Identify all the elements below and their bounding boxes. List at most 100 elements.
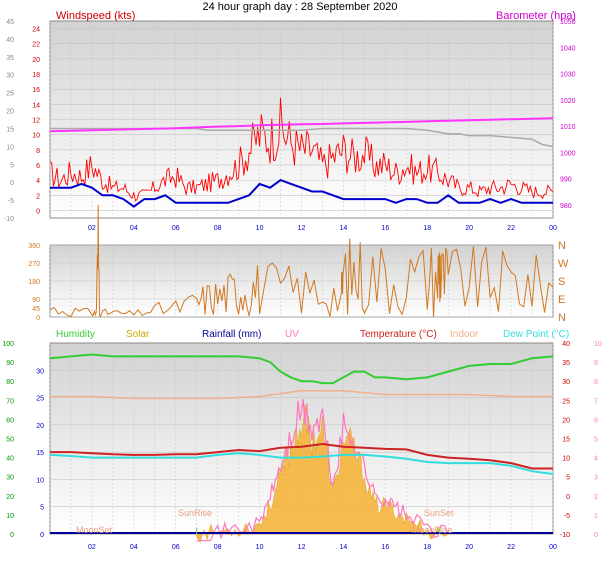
time-tick-label: 06 [172, 544, 180, 551]
time-tick-label: 00 [549, 544, 557, 551]
legend-entry: Rainfall (mm) [202, 329, 261, 340]
humidity-tick-label: 80 [6, 379, 14, 386]
time-tick-label: 14 [340, 544, 348, 551]
gray-left-ticks: -10 -5 0 5 10 15 20 25 30 35 40 45 [4, 19, 14, 223]
direction-tick-label: 0 [36, 315, 40, 322]
legend-entry: Humidity [56, 329, 95, 340]
time-tick-label: 10 [256, 544, 264, 551]
right-temperature-tick-label: 10 [562, 456, 570, 463]
barometer-tick-label: 980 [560, 203, 572, 210]
humidity-tick-label: 10 [6, 513, 14, 520]
uv-ticks: 0 1 2 3 4 5 6 7 8 9 10 [594, 341, 602, 539]
compass-label: W [558, 258, 569, 270]
windspeed-tick-label: 20 [32, 57, 40, 64]
compass-label: N [558, 312, 566, 324]
legend-entry: Solar [126, 329, 150, 340]
uv-tick-label: 4 [594, 456, 598, 463]
right-temperature-tick-label: 40 [562, 341, 570, 348]
gray-left-tick-label: 25 [6, 91, 14, 98]
gray-left-tick-label: 0 [10, 180, 14, 187]
dewpoint-line [49, 452, 554, 475]
right-temperature-tick-label: -5 [564, 513, 570, 520]
gray-left-tick-label: 10 [6, 144, 14, 151]
humidity-tick-label: 0 [10, 532, 14, 539]
humidity-tick-label: 70 [6, 398, 14, 405]
temperature-tick-label: 25 [36, 396, 44, 403]
uv-tick-label: 1 [594, 513, 598, 520]
gray-left-tick-label: 20 [6, 109, 14, 116]
uv-tick-label: 9 [594, 360, 598, 367]
windspeed-axis-label: Windspeed (kts) [56, 10, 135, 22]
right-temperature-tick-label: 5 [566, 475, 570, 482]
right-temperature-tick-label: 30 [562, 379, 570, 386]
right-temperature-tick-label: 15 [562, 437, 570, 444]
direction-ticks: 0 45 90 180 270 360 [28, 243, 40, 322]
direction-series [49, 204, 554, 319]
compass-label: E [558, 294, 565, 306]
sun-moon-annotations: MoonSet SunRise SunSet MoonRise [76, 508, 454, 535]
right-temperature-tick-label: 25 [562, 398, 570, 405]
time-tick-label: 16 [381, 544, 389, 551]
humidity-tick-label: 50 [6, 437, 14, 444]
barometer-tick-label: 1050 [560, 19, 576, 26]
temperature-ticks: 0 5 10 15 20 25 30 [36, 368, 44, 539]
barometer-tick-label: 990 [560, 177, 572, 184]
annotation-label: SunSet [424, 508, 454, 518]
barometer-tick-label: 1020 [560, 98, 576, 105]
time-tick-label: 12 [298, 225, 306, 232]
windspeed-tick-label: 14 [32, 102, 40, 109]
time-tick-label: 18 [423, 544, 431, 551]
temperature-tick-label: 0 [40, 532, 44, 539]
direction-tick-label: 45 [32, 306, 40, 313]
time-tick-label: 12 [298, 544, 306, 551]
gray-left-tick-label: 5 [10, 162, 14, 169]
right-temperature-ticks: -10 -5 0 5 10 15 20 25 30 35 40 [560, 341, 570, 539]
temperature-tick-label: 20 [36, 423, 44, 430]
windspeed-tick-label: 2 [36, 193, 40, 200]
annotation-label: MoonRise [412, 525, 453, 535]
uv-tick-label: 0 [594, 532, 598, 539]
time-tick-label: 20 [465, 544, 473, 551]
direction-tick-label: 270 [28, 261, 40, 268]
time-tick-label: 10 [256, 225, 264, 232]
humidity-tick-label: 20 [6, 494, 14, 501]
time-tick-label: 14 [340, 225, 348, 232]
uv-tick-label: 7 [594, 398, 598, 405]
wind-series [49, 97, 554, 208]
time-tick-label: 22 [507, 544, 515, 551]
right-temperature-tick-label: 0 [566, 494, 570, 501]
uv-tick-label: 3 [594, 475, 598, 482]
barometer-line [49, 117, 554, 133]
windspeed-tick-label: 22 [32, 42, 40, 49]
uv-tick-label: 5 [594, 437, 598, 444]
windspeed-tick-label: 18 [32, 72, 40, 79]
uv-tick-label: 2 [594, 494, 598, 501]
legend-entry: Temperature (°C) [360, 329, 437, 340]
windspeed-tick-label: 4 [36, 178, 40, 185]
time-tick-label: 08 [214, 544, 222, 551]
uv-tick-label: 10 [594, 341, 602, 348]
direction-tick-label: 180 [28, 279, 40, 286]
windspeed-tick-label: 12 [32, 118, 40, 125]
temperature-tick-label: 5 [40, 505, 44, 512]
barometer-tick-label: 1040 [560, 45, 576, 52]
windspeed-tick-label: 24 [32, 27, 40, 34]
uv-tick-label: 8 [594, 379, 598, 386]
temperature-legend: Humidity Solar Rainfall (mm) UV Temperature … [56, 329, 569, 340]
humidity-tick-label: 90 [6, 360, 14, 367]
time-tick-label: 22 [507, 225, 515, 232]
temperature-line [50, 442, 553, 470]
humidity-tick-label: 100 [2, 341, 14, 348]
chart-title: 24 hour graph day : 28 September 2020 [202, 1, 397, 13]
gray-left-tick-label: 45 [6, 19, 14, 26]
temperature-time-ticks: 02 04 06 08 10 12 14 16 18 20 22 00 [88, 544, 557, 551]
uv-tick-label: 6 [594, 417, 598, 424]
compass-label: N [558, 240, 566, 252]
solar-area [196, 404, 450, 544]
annotation-label: MoonSet [76, 525, 113, 535]
time-tick-label: 04 [130, 225, 138, 232]
